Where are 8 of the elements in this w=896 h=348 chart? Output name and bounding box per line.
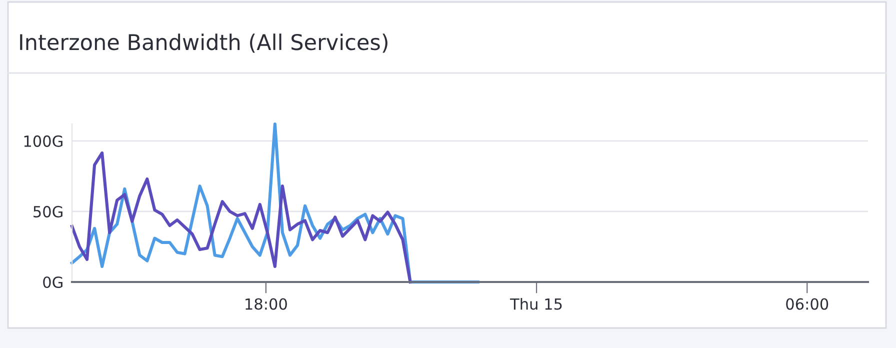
x-tick-label: 18:00 [246, 298, 287, 310]
y-tick-label: 100G [24, 135, 62, 147]
y-tick-label: 0G [43, 276, 62, 288]
line-series [70, 151, 412, 284]
x-tick-label: Thu 15 [510, 298, 562, 310]
y-tick-label: 50G [34, 206, 62, 218]
chart-title: Interzone Bandwidth (All Services) [20, 34, 388, 53]
x-tick-label: 06:00 [786, 298, 828, 310]
